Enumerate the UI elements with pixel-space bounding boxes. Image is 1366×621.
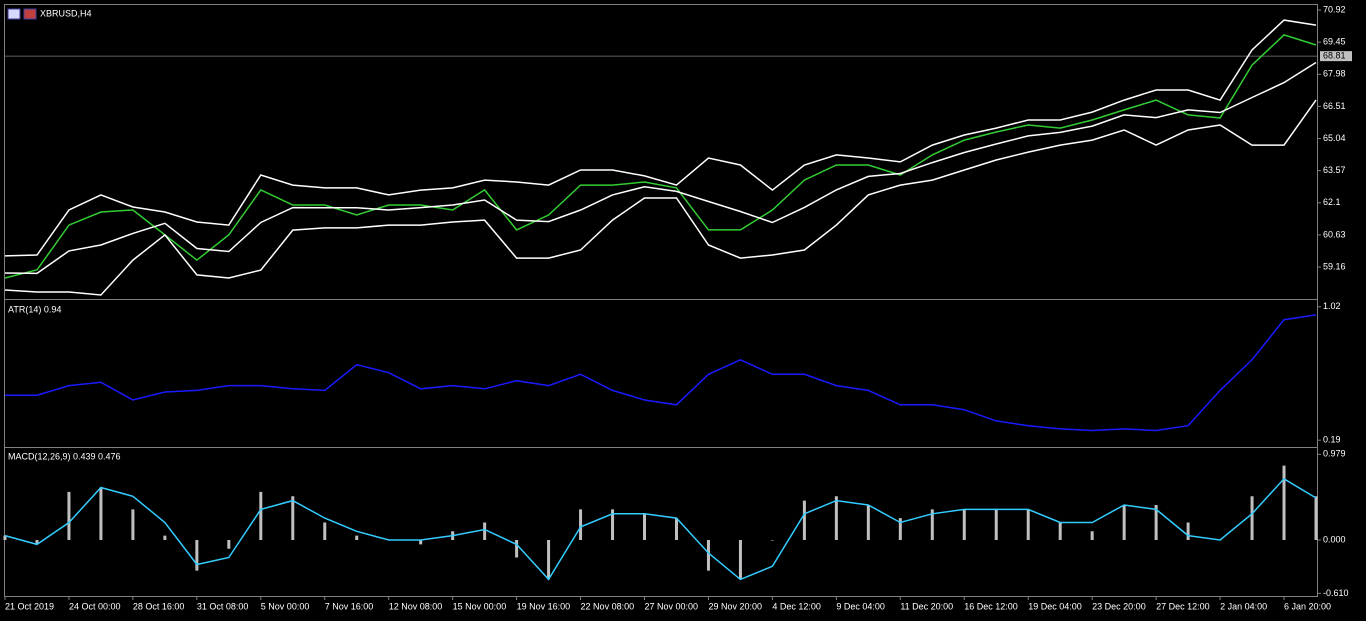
histogram-bar (515, 540, 519, 558)
current-price-box (1320, 51, 1352, 62)
histogram-bar (802, 500, 806, 540)
x-tick-label: 27 Nov 00:00 (645, 601, 699, 611)
histogram-bar (1090, 531, 1094, 540)
histogram-bar (99, 487, 103, 540)
y-tick-label: 63.57 (1323, 165, 1346, 175)
histogram-bar (419, 540, 423, 545)
x-tick-label: 27 Dec 12:00 (1156, 601, 1210, 611)
series-line (4, 61, 1317, 275)
series-line (4, 34, 1317, 279)
series-line (4, 19, 1317, 257)
histogram-bar (323, 522, 327, 540)
histogram-bar (131, 509, 135, 540)
x-tick-label: 21 Oct 2019 (5, 601, 54, 611)
histogram-bar (738, 540, 742, 580)
histogram-bar (259, 491, 263, 540)
panel-title: ATR(14) 0.94 (8, 304, 61, 314)
x-tick-label: 2 Jan 04:00 (1220, 601, 1267, 611)
histogram-bar (579, 509, 583, 540)
y-tick-label: 59.16 (1323, 261, 1346, 271)
panel-title: MACD(12,26,9) 0.439 0.476 (8, 451, 121, 461)
x-tick-label: 7 Nov 16:00 (325, 601, 374, 611)
histogram-bar (355, 535, 359, 540)
y-tick-label: 70.92 (1323, 4, 1346, 14)
y-tick-label: 65.04 (1323, 133, 1346, 143)
x-tick-label: 16 Dec 12:00 (964, 601, 1018, 611)
histogram-bar (643, 513, 647, 540)
histogram-bar (898, 518, 902, 540)
histogram-bar (1026, 509, 1030, 540)
y-tick-label: 62.1 (1323, 197, 1341, 207)
x-tick-label: 12 Nov 08:00 (389, 601, 443, 611)
histogram-bar (163, 535, 167, 540)
x-tick-label: 5 Nov 00:00 (261, 601, 310, 611)
symbol-icon (23, 8, 37, 20)
panel-title: XBRUSD,H4 (40, 8, 92, 18)
histogram-bar (994, 509, 998, 540)
x-tick-label: 11 Dec 20:00 (900, 601, 953, 611)
histogram-bar (770, 540, 774, 541)
histogram-bar (1186, 522, 1190, 540)
x-tick-label: 6 Jan 20:00 (1284, 601, 1331, 611)
y-tick-label: 67.98 (1323, 69, 1346, 79)
y-tick-label: 66.51 (1323, 101, 1346, 111)
histogram-bar (706, 540, 710, 571)
histogram-bar (1282, 465, 1286, 540)
y-tick-label: 60.63 (1323, 229, 1346, 239)
histogram-bar (1058, 522, 1062, 540)
x-tick-label: 28 Oct 16:00 (133, 601, 185, 611)
x-tick-label: 23 Dec 20:00 (1092, 601, 1146, 611)
y-tick-label: 1.02 (1323, 301, 1341, 311)
histogram-bar (930, 509, 934, 540)
y-tick-label: 0.979 (1323, 449, 1346, 459)
y-tick-label: 0.000 (1323, 534, 1346, 544)
histogram-bar (962, 509, 966, 540)
histogram-bar (291, 496, 295, 540)
series-line (4, 99, 1317, 296)
histogram-bar (547, 540, 551, 580)
histogram-bar (3, 535, 7, 540)
x-tick-label: 22 Nov 08:00 (581, 601, 635, 611)
histogram-bar (834, 496, 838, 540)
x-tick-label: 29 Nov 20:00 (708, 601, 762, 611)
histogram-bar (866, 505, 870, 540)
x-tick-label: 19 Nov 16:00 (517, 601, 571, 611)
x-tick-label: 24 Oct 00:00 (69, 601, 121, 611)
histogram-bar (674, 518, 678, 540)
histogram-bar (1250, 496, 1254, 540)
x-tick-label: 9 Dec 04:00 (836, 601, 885, 611)
series-line (5, 314, 1317, 432)
histogram-bar (1154, 505, 1158, 540)
histogram-bar (1314, 496, 1318, 540)
x-tick-label: 31 Oct 08:00 (197, 601, 249, 611)
y-tick-label: 0.19 (1323, 435, 1341, 445)
x-tick-label: 19 Dec 04:00 (1028, 601, 1082, 611)
symbol-icon (7, 8, 21, 20)
histogram-bar (611, 509, 615, 540)
histogram-bar (67, 491, 71, 540)
x-tick-label: 15 Nov 00:00 (453, 601, 507, 611)
frame (4, 4, 1318, 597)
series-line (4, 477, 1317, 581)
histogram-bar (195, 540, 199, 571)
histogram-bar (227, 540, 231, 549)
y-tick-label: 69.45 (1323, 37, 1346, 47)
histogram-bar (1122, 505, 1126, 540)
histogram-bar (35, 540, 39, 545)
x-tick-label: 4 Dec 12:00 (772, 601, 821, 611)
current-price-label: 68.81 (1323, 51, 1346, 61)
histogram-bar (483, 522, 487, 540)
y-tick-label: -0.610 (1323, 588, 1349, 598)
